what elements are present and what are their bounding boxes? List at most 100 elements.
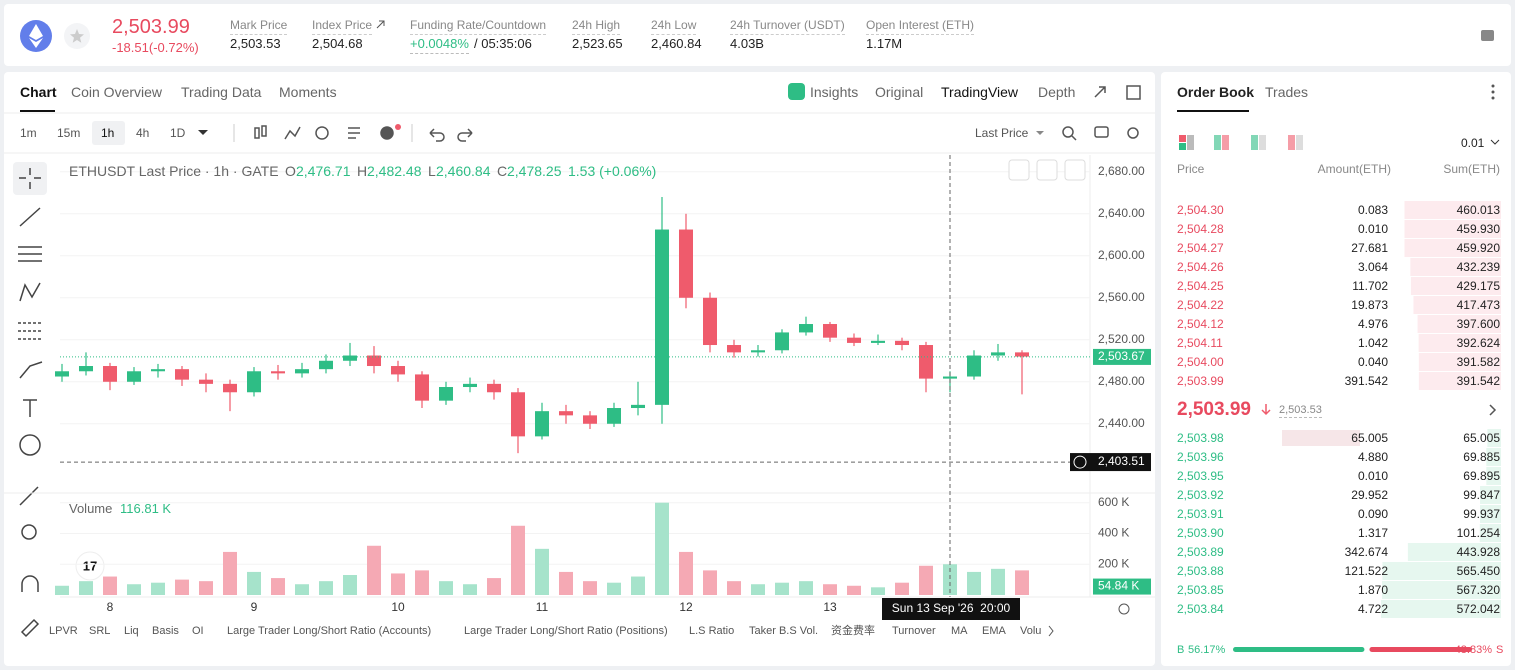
precision[interactable]: 0.01 — [1461, 136, 1485, 150]
indicator[interactable]: 资金费率 — [831, 625, 875, 637]
view-tab[interactable]: Insights — [810, 84, 859, 100]
indicator[interactable]: OI — [192, 625, 204, 637]
precision-caret[interactable] — [1490, 139, 1500, 145]
depth-bar — [1417, 315, 1501, 333]
ob-price[interactable]: 2,504.28 — [1177, 222, 1224, 236]
expand-icon[interactable] — [1094, 86, 1106, 98]
interval[interactable]: 4h — [136, 126, 150, 140]
ob-price[interactable]: 2,503.91 — [1177, 507, 1224, 521]
tool-zoom[interactable] — [21, 524, 37, 540]
view-tab[interactable]: TradingView — [941, 84, 1019, 100]
volume-bar — [463, 584, 477, 595]
ob-price[interactable]: 2,504.12 — [1177, 317, 1224, 331]
indicator[interactable]: LPVR — [49, 625, 78, 637]
price-type[interactable]: Last Price — [975, 126, 1029, 140]
tool-text[interactable] — [23, 399, 37, 417]
tool-templates[interactable] — [348, 127, 360, 139]
ob-price[interactable]: 2,504.30 — [1177, 203, 1224, 217]
tool-lines[interactable] — [18, 246, 42, 262]
window-icon[interactable] — [1126, 85, 1141, 100]
header-icon[interactable] — [1481, 30, 1494, 41]
dropdown-caret[interactable] — [198, 130, 208, 135]
redo[interactable] — [457, 128, 473, 142]
interval[interactable]: 1m — [20, 126, 37, 140]
tool-crosshair[interactable] — [19, 168, 41, 189]
tool-add[interactable] — [380, 126, 394, 140]
ob-price[interactable]: 2,504.00 — [1177, 355, 1224, 369]
indicator[interactable]: SRL — [89, 625, 111, 637]
indicator[interactable]: Large Trader Long/Short Ratio (Accounts) — [227, 625, 432, 637]
tool-line[interactable] — [19, 207, 41, 227]
indicator[interactable]: L.S Ratio — [689, 625, 735, 637]
view-tab[interactable]: Original — [875, 84, 924, 100]
ob-price[interactable]: 2,504.25 — [1177, 279, 1224, 293]
stat-label: 24h Turnover (USDT) — [730, 16, 845, 35]
orderbook-layout-icons[interactable] — [1179, 135, 1303, 150]
tool-pen[interactable] — [20, 618, 40, 638]
indicator[interactable]: Taker B.S Vol. — [749, 625, 819, 637]
ob-amount: 391.542 — [1344, 374, 1388, 388]
tool-replay[interactable] — [315, 126, 329, 140]
indicator[interactable]: Turnover — [892, 625, 936, 637]
camera-icon[interactable] — [1094, 126, 1109, 138]
ob-price[interactable]: 2,503.98 — [1177, 431, 1224, 445]
ob-sum: 432.239 — [1456, 260, 1500, 274]
ob-price[interactable]: 2,503.99 — [1177, 374, 1224, 388]
orderbook-tab[interactable]: Trades — [1265, 84, 1309, 100]
chart-tab[interactable]: Moments — [279, 84, 337, 100]
volume-label: Volume — [69, 501, 113, 516]
more-icon[interactable] — [1491, 84, 1495, 88]
settings-icon[interactable] — [1127, 127, 1139, 139]
notify-dot — [395, 124, 401, 130]
candle-body — [847, 337, 861, 343]
ob-price[interactable]: 2,503.84 — [1177, 602, 1224, 616]
search-icon[interactable] — [1062, 126, 1074, 138]
ob-amount: 29.952 — [1351, 488, 1388, 502]
ob-price[interactable]: 2,504.11 — [1177, 336, 1223, 350]
tool-pattern[interactable] — [19, 282, 41, 302]
ob-price[interactable]: 2,503.95 — [1177, 469, 1224, 483]
last-volume-label: 54.84 K — [1098, 579, 1139, 593]
y-tick-label: 2,600.00 — [1098, 248, 1145, 262]
orderbook-tab[interactable]: Order Book — [1177, 84, 1255, 100]
chart-tab[interactable]: Chart — [20, 84, 57, 100]
ob-sum: 392.624 — [1456, 336, 1500, 350]
ob-price[interactable]: 2,503.85 — [1177, 583, 1224, 597]
tool-indicators[interactable] — [284, 126, 301, 140]
indicator[interactable]: Volu — [1020, 625, 1042, 637]
ob-amount: 1.042 — [1357, 336, 1388, 350]
chart-tab[interactable]: Coin Overview — [71, 84, 163, 100]
interval[interactable]: 1h — [101, 126, 115, 140]
indicator[interactable]: Basis — [152, 625, 179, 637]
tool-emoji[interactable] — [19, 434, 41, 456]
scroll-right[interactable] — [1048, 625, 1054, 637]
indicator[interactable]: EMA — [982, 625, 1006, 637]
ob-price[interactable]: 2,504.26 — [1177, 260, 1224, 274]
ob-sum: 460.013 — [1456, 203, 1500, 217]
tool-fib[interactable] — [18, 322, 42, 340]
undo[interactable] — [429, 128, 445, 142]
candle-body — [679, 229, 693, 298]
interval[interactable]: 15m — [57, 126, 81, 140]
tool-ruler[interactable] — [19, 486, 39, 506]
chart-panel — [4, 72, 1155, 666]
tool-candles[interactable] — [254, 127, 260, 139]
view-tab[interactable]: Depth — [1038, 84, 1076, 100]
ob-price[interactable]: 2,503.96 — [1177, 450, 1224, 464]
ob-price[interactable]: 2,504.22 — [1177, 298, 1224, 312]
tool-brush[interactable] — [19, 361, 43, 379]
ob-price[interactable]: 2,503.88 — [1177, 564, 1224, 578]
indicator[interactable]: MA — [951, 625, 968, 637]
interval[interactable]: 1D — [170, 126, 186, 140]
indicator[interactable]: Liq — [124, 625, 139, 637]
ob-sum: 572.042 — [1456, 602, 1500, 616]
chart-tab[interactable]: Trading Data — [181, 84, 262, 100]
ob-price[interactable]: 2,504.27 — [1177, 241, 1224, 255]
ob-price[interactable]: 2,503.90 — [1177, 526, 1224, 540]
ob-amount: 0.040 — [1357, 355, 1388, 369]
indicator[interactable]: Large Trader Long/Short Ratio (Positions… — [464, 625, 668, 637]
mid-chevron[interactable] — [1489, 404, 1497, 416]
ob-price[interactable]: 2,503.92 — [1177, 488, 1224, 502]
ob-price[interactable]: 2,503.89 — [1177, 545, 1224, 559]
tool-magnet[interactable] — [21, 575, 39, 592]
